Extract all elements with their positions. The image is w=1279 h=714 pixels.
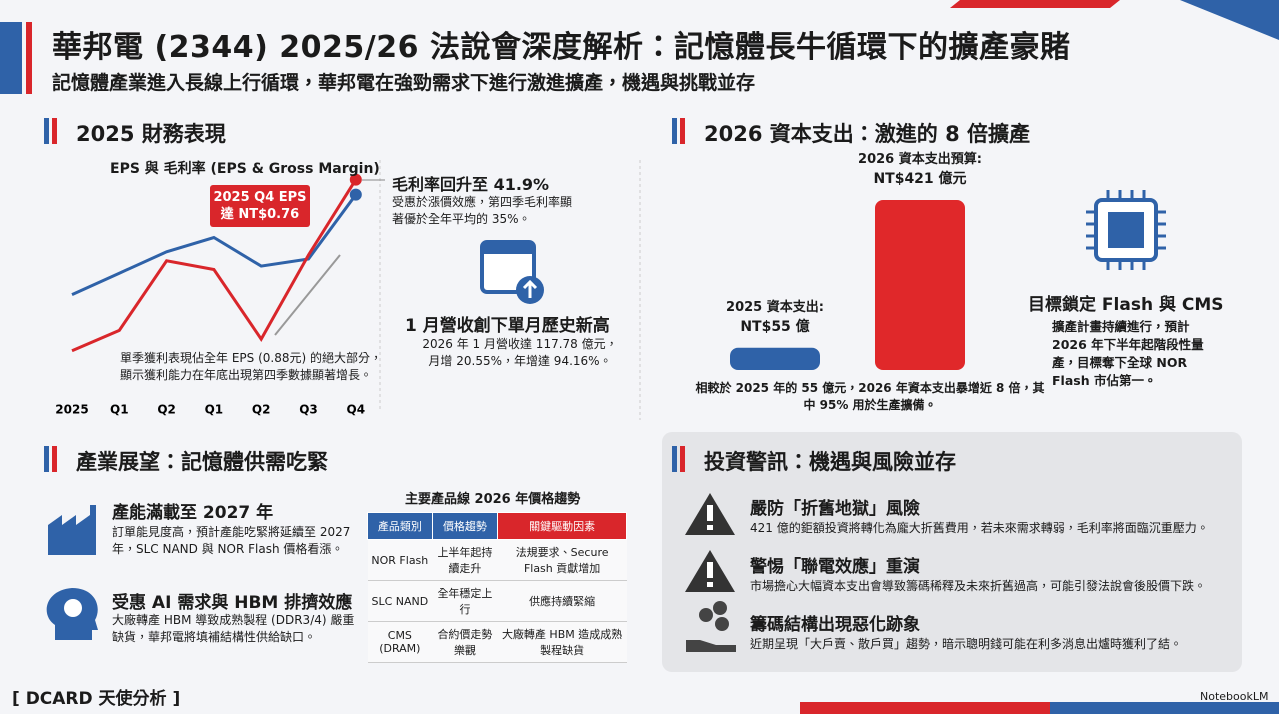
chart-note: 單季獲利表現佔全年 EPS (0.88元) 的絕大部分，顯示獲利能力在年底出現第… [120, 351, 382, 382]
callout-title: 目標鎖定 Flash 與 CMS [1028, 295, 1224, 315]
bar-label: NT$421 億元 [873, 171, 967, 187]
x-tick-label: Q1 [110, 403, 129, 417]
section-heading: 2025 財務表現 [76, 122, 226, 146]
header-cell: 價格趨勢 [431, 512, 499, 540]
x-tick-label: Q3 [299, 403, 318, 417]
callout-text: 2026 年 1 月營收達 117.78 億元，月增 20.55%，年增達 94… [422, 337, 618, 368]
risk-title: 籌碼結構出現惡化跡象 [750, 615, 920, 635]
risk-text: 市場擔心大幅資本支出會導致籌碼稀釋及未來折舊過高，可能引發法說會後股價下跌。 [750, 579, 1207, 593]
cell: 供應持續緊縮 [497, 580, 627, 622]
end-point [349, 173, 362, 186]
corner-deco [950, 0, 1120, 8]
risk-title: 警惕「聯電效應」重演 [750, 557, 920, 577]
section-markers [44, 118, 685, 472]
x-tick-label: Q1 [205, 403, 224, 417]
table-title: 主要產品線 2026 年價格趨勢 [405, 492, 581, 507]
source: [ DCARD 天使分析 ] [12, 689, 181, 709]
bar [730, 347, 820, 370]
cell: NOR Flash [367, 539, 433, 581]
cell: 合約價走勢樂觀 [432, 621, 498, 663]
cell: SLC NAND [367, 580, 433, 622]
section-marker [672, 446, 677, 472]
table-row: NOR Flash 上半年起持續走升 法規要求、Secure Flash 貢獻增加 [367, 539, 627, 581]
series-line [71, 193, 358, 297]
subtitle: 記憶體產業進入長線上行循環，華邦電在強勁需求下進行激進擴產，機遇與挑戰並存 [52, 72, 756, 94]
x-tick-label: 2025 [55, 403, 88, 417]
price-table: 產品類別 價格趨勢 關鍵驅動因素 NOR Flash 上半年起持續走升 法規要求、S… [367, 512, 627, 663]
header-cell: 產品類別 [367, 512, 433, 540]
bar-category: 2025 資本支出: [726, 299, 824, 315]
head-icon [46, 588, 98, 640]
title: 華邦電 (2344) 2025/26 法說會深度解析：記憶體長牛循環下的擴產豪賭 [52, 30, 1071, 65]
x-tick-label: Q2 [252, 403, 271, 417]
cell: 全年穩定上行 [432, 580, 498, 622]
header-cell: 關鍵驅動因素 [497, 512, 627, 540]
cell: 大廠轉產 HBM 造成成熟製程缺貨 [497, 621, 627, 663]
cell: 上半年起持續走升 [432, 539, 498, 581]
item-text: 訂單能見度高，預計產能吃緊將延續至 2027 年，SLC NAND 與 NOR … [112, 525, 351, 556]
section-heading: 產業展望：記憶體供需吃緊 [76, 450, 328, 474]
eps-badge: 2025 Q4 EPS 達 NT$0.76 [213, 190, 307, 222]
warning-icons [685, 493, 735, 592]
factory-icon [48, 505, 96, 555]
eps-badge-box [210, 185, 310, 227]
item-title: 產能滿載至 2027 年 [112, 503, 274, 523]
table-row: SLC NAND 全年穩定上行 供應持續緊縮 [367, 580, 627, 622]
calendar-icon [480, 240, 544, 304]
table-header: 產品類別 價格趨勢 關鍵驅動因素 [367, 512, 627, 540]
series-line [71, 178, 358, 353]
footer-deco [800, 702, 1050, 714]
item-text: 大廠轉產 HBM 導致成熟製程 (DDR3/4) 嚴重缺貨，華邦電將填補結構性供… [112, 613, 355, 644]
chip-icon [1086, 190, 1166, 270]
callout-title: 毛利率回升至 41.9% [392, 175, 550, 194]
bar-category: 2026 資本支出預算: [858, 152, 982, 167]
section-marker [680, 446, 685, 472]
footer-deco [1050, 702, 1279, 714]
chart-title: EPS 與 毛利率 (EPS & Gross Margin) [110, 161, 380, 177]
risk-text: 421 億的鉅額投資將轉化為龐大折舊費用，若未來需求轉弱，毛利率將面臨沉重壓力。 [750, 521, 1209, 535]
risk-title: 嚴防「折舊地獄」風險 [750, 499, 920, 519]
title-bar [0, 22, 22, 94]
bar [875, 200, 965, 370]
callout-text: 受惠於漲價效應，第四季毛利率顯著優於全年平均的 35%。 [392, 195, 573, 226]
x-tick-label: Q2 [157, 403, 176, 417]
x-tick-label: Q4 [347, 403, 366, 417]
bar-label: NT$55 億 [740, 318, 810, 335]
money-icon [686, 601, 736, 652]
table-row: CMS (DRAM) 合約價走勢樂觀 大廠轉產 HBM 造成成熟製程缺貨 [367, 621, 627, 663]
section-heading: 投資警訊：機遇與風險並存 [704, 450, 956, 474]
section-heading: 2026 資本支出：激進的 8 倍擴產 [704, 122, 1030, 146]
callout-text: 擴產計畫持續進行，預計 2026 年下半年起階段性量產，目標奪下全球 NOR F… [1052, 319, 1204, 388]
chart-note: 相較於 2025 年的 55 億元，2026 年資本支出暴增近 8 倍，其中 9… [695, 381, 1045, 412]
brand: NotebookLM [1200, 690, 1269, 703]
trend-arrow [274, 254, 341, 336]
item-title: 受惠 AI 需求與 HBM 排擠效應 [112, 593, 353, 613]
cell: CMS (DRAM) [367, 621, 433, 663]
cell: 法規要求、Secure Flash 貢獻增加 [497, 539, 627, 581]
title-bar [26, 22, 32, 94]
corner-deco [1180, 0, 1279, 40]
risk-text: 近期呈現「大戶賣、散戶買」趨勢，暗示聰明錢可能在利多消息出爐時獲利了結。 [750, 637, 1183, 651]
end-point [349, 188, 362, 201]
callout-title: 1 月營收創下單月歷史新高 [405, 316, 610, 336]
risk-panel [662, 432, 1242, 672]
